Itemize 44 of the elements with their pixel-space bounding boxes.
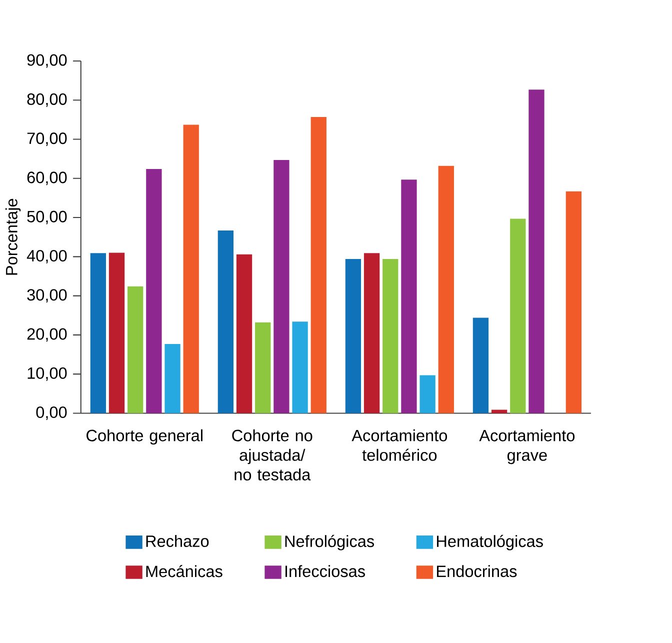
y-axis-title: Porcentaje (5, 198, 21, 275)
legend-label: Nefrológicas (285, 535, 374, 550)
bar (164, 344, 180, 414)
bar (183, 124, 199, 414)
legend-label: Infecciosas (286, 565, 365, 578)
bar (491, 410, 508, 414)
bar (108, 252, 125, 414)
y-tick-label: 80,00 (27, 94, 67, 107)
y-tick-label: 70,00 (27, 132, 67, 146)
bar (510, 218, 526, 414)
y-tick-label: 50,00 (27, 210, 67, 224)
y-tick-label: 30,00 (27, 289, 67, 303)
y-tick-label: 60,00 (27, 172, 67, 186)
y-tick-label: 90,00 (27, 54, 67, 68)
legend-label: Rechazo (146, 535, 209, 548)
y-tick-label: 0,00 (36, 406, 67, 420)
bar (146, 169, 162, 414)
bar (218, 230, 234, 414)
legend-label: Endocrinas (437, 565, 517, 578)
bar (420, 375, 436, 414)
y-tick-label: 20,00 (27, 328, 67, 342)
bar (472, 318, 489, 414)
bar (236, 254, 252, 414)
x-tick-label: Acortamiento telomérico (352, 429, 448, 461)
bar (128, 286, 144, 414)
bar (382, 259, 398, 414)
bar (310, 117, 326, 414)
y-tick-label: 10,00 (28, 367, 67, 381)
bar (401, 180, 417, 414)
bar (274, 160, 290, 414)
bar (528, 90, 544, 414)
x-tick-label: Cohorte no ajustada/ no testada (232, 429, 312, 481)
y-tick-label: 40,00 (26, 250, 67, 264)
bar (364, 253, 380, 414)
x-tick-label: Acortamiento grave (479, 429, 575, 464)
legend-label: Mecánicas (146, 565, 222, 578)
bar (438, 166, 454, 414)
legend-label: Hematológicas (437, 535, 543, 550)
bar (255, 322, 271, 414)
bar (90, 253, 106, 414)
bar (292, 322, 308, 414)
x-tick-label: Cohorte general (86, 429, 202, 445)
bar (566, 191, 582, 414)
bar (345, 259, 362, 414)
